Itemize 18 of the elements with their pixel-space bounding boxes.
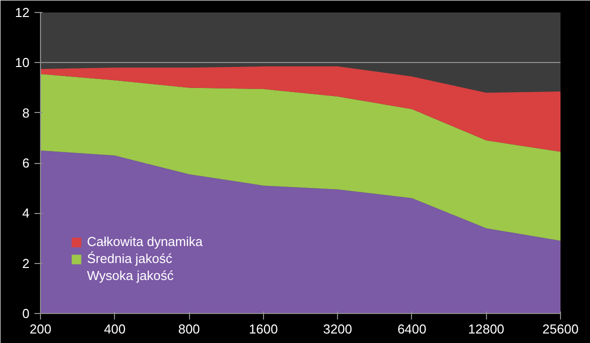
x-tick-label: 1600: [248, 322, 278, 336]
x-tick-label: 400: [104, 322, 126, 336]
x-tick-label: 800: [178, 322, 200, 336]
x-tick-label: 3200: [323, 322, 352, 336]
series-label: Wysoka jakość: [87, 268, 174, 283]
x-tick-label: 200: [30, 322, 52, 336]
y-tick-label: 6: [22, 156, 30, 170]
x-tick-label: 25600: [542, 322, 579, 336]
x-tick-label: 6400: [397, 322, 426, 336]
x-tick-label: 12800: [468, 322, 504, 336]
legend-label: Całkowita dynamika: [87, 234, 203, 249]
y-tick-label: 12: [15, 5, 30, 20]
y-tick-label: 2: [22, 256, 30, 271]
y-tick-label: 0: [22, 306, 30, 321]
y-tick-label: 8: [22, 105, 30, 120]
legend-label: Średnia jakość: [87, 251, 172, 266]
y-tick-label: 10: [15, 55, 30, 70]
y-tick-label: 4: [22, 206, 30, 221]
